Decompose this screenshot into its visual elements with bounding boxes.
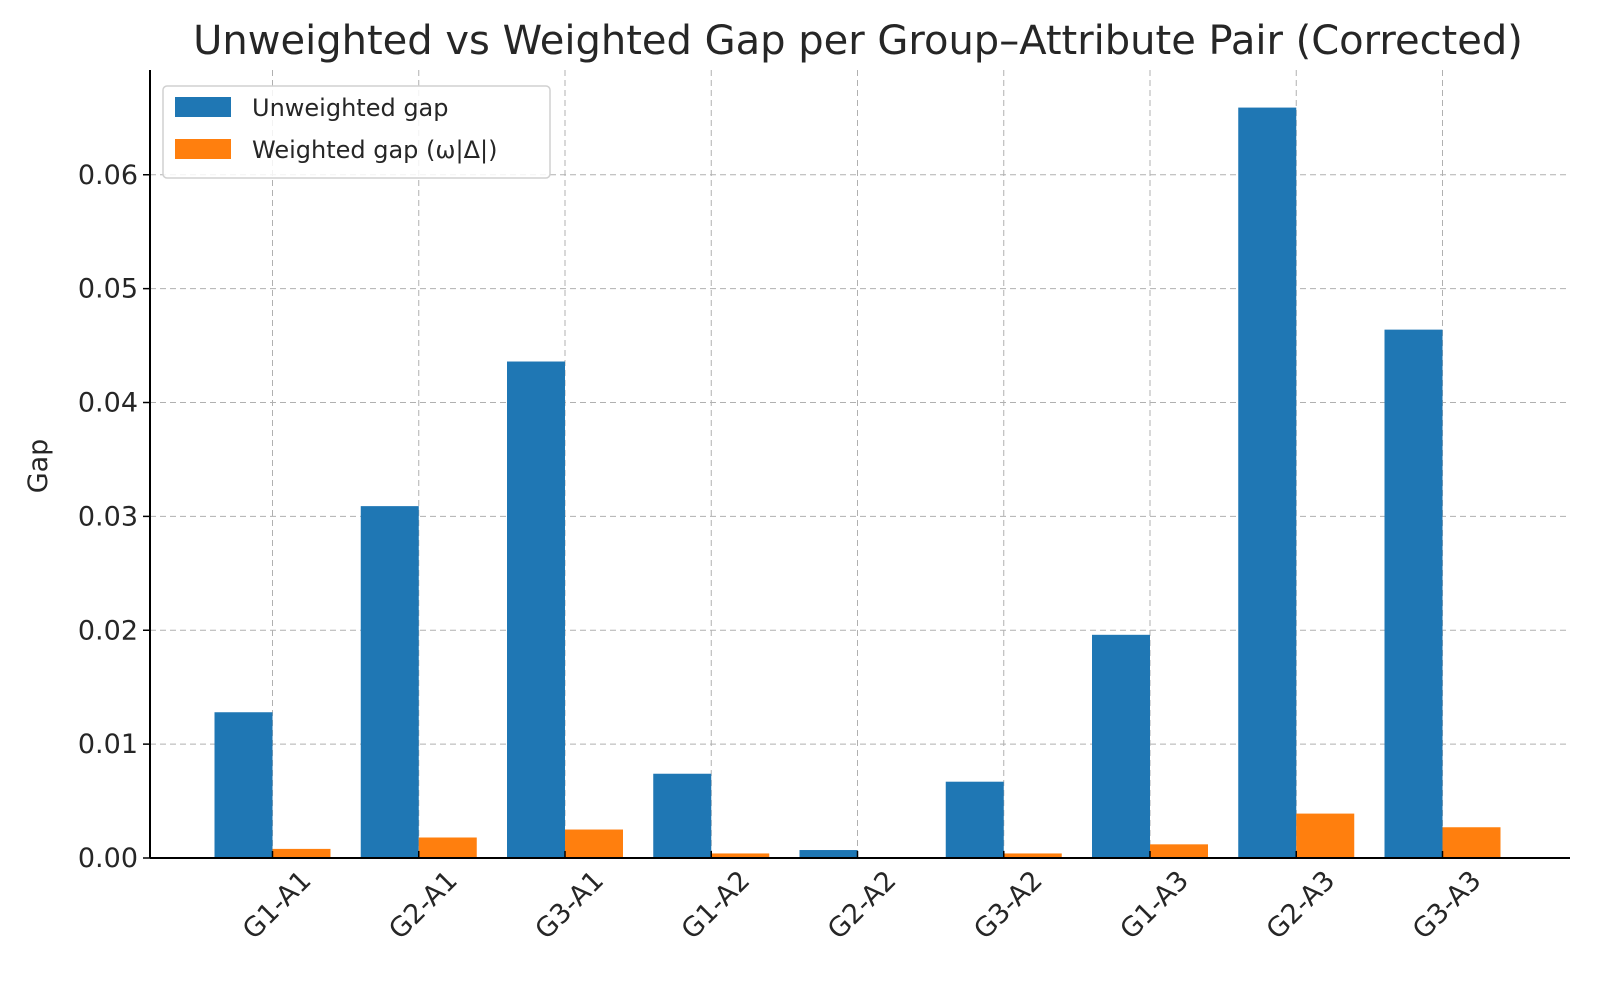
y-tick-label: 0.03 <box>78 501 138 532</box>
chart-title: Unweighted vs Weighted Gap per Group–Att… <box>193 18 1523 64</box>
unweighted-gap-bar <box>360 506 419 858</box>
unweighted-gap-bar <box>214 712 273 858</box>
y-tick-label: 0.00 <box>78 843 138 874</box>
weighted-gap-bar <box>418 837 477 858</box>
unweighted-gap-bar <box>1092 634 1150 858</box>
x-tick-label: G3-A3 <box>1407 865 1488 946</box>
x-tick-label: G2-A2 <box>822 865 903 946</box>
y-tick-label: 0.06 <box>78 160 138 191</box>
y-tick-label: 0.04 <box>78 388 138 419</box>
y-tick-label: 0.05 <box>78 274 138 305</box>
weighted-gap-bar <box>565 829 623 858</box>
x-tick-label: G2-A1 <box>383 865 464 946</box>
unweighted-gap-bar <box>507 361 565 858</box>
weighted-gap-bar <box>1442 827 1501 858</box>
x-tick-label: G1-A3 <box>1114 865 1195 946</box>
x-tick-label: G1-A2 <box>676 865 757 946</box>
weighted-gap-bar <box>1150 844 1208 858</box>
legend-swatch <box>175 97 231 117</box>
axes <box>149 70 1570 859</box>
y-tick-label: 0.01 <box>78 729 138 760</box>
unweighted-gap-bar <box>653 773 712 858</box>
x-tick-label: G1-A1 <box>237 865 318 946</box>
y-axis-label: Gap <box>23 439 54 494</box>
unweighted-gap-bar <box>1238 107 1297 859</box>
legend-box <box>162 85 551 179</box>
y-tick-label: 0.02 <box>78 615 138 646</box>
weighted-gap-bar <box>272 848 331 858</box>
y-axis-ticks: 0.00 0.01 0.02 0.03 0.04 0.05 0.06 <box>78 160 150 874</box>
unweighted-gap-bar <box>1384 329 1443 858</box>
legend-label: Weighted gap (ω|Δ|) <box>252 136 497 164</box>
unweighted-gap-bar <box>799 850 858 858</box>
legend: Unweighted gap Weighted gap (ω|Δ|) <box>162 85 551 179</box>
x-tick-label: G3-A1 <box>529 865 610 946</box>
weighted-gap-bar <box>1003 853 1062 858</box>
bars <box>214 107 1501 859</box>
unweighted-gap-bar <box>945 781 1004 858</box>
legend-label: Unweighted gap <box>252 94 449 122</box>
x-tick-label: G3-A2 <box>968 865 1049 946</box>
x-axis-ticks: G1-A1 G2-A1 G3-A1 G1-A2 G2-A2 G3-A2 G1-A3 G2-A3… <box>237 851 1488 946</box>
weighted-gap-bar <box>1296 813 1355 858</box>
weighted-gap-bar <box>711 853 770 858</box>
x-tick-label: G2-A3 <box>1261 865 1342 946</box>
legend-swatch <box>175 139 231 159</box>
